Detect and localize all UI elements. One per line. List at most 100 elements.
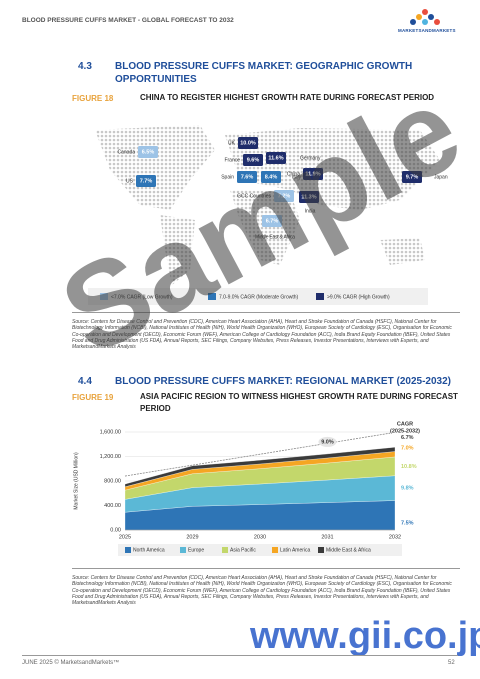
- legend-label: >9.0% CAGR (High Growth): [327, 294, 390, 300]
- divider: [72, 568, 460, 569]
- region-cagr: 6.7%: [266, 218, 279, 224]
- series-cagr: 10.8%: [401, 464, 417, 470]
- legend-label: North America: [133, 547, 165, 553]
- region-badge: [238, 137, 258, 149]
- region-badge: [303, 168, 323, 180]
- divider: [72, 312, 460, 313]
- continent: [95, 125, 215, 210]
- region-badge: [243, 154, 263, 166]
- region-name: UK: [228, 140, 236, 146]
- y-tick-label: 1,200.00: [100, 454, 121, 460]
- legend-swatch: [100, 293, 108, 300]
- region-name: Germany: [300, 155, 321, 161]
- trend-arrow: [124, 432, 391, 477]
- legend-swatch: [316, 293, 324, 300]
- source-note: Source: Centers for Disease Control and …: [72, 319, 452, 351]
- region-cagr: 7.7%: [140, 178, 153, 184]
- legend-swatch: [318, 547, 324, 553]
- region-badge: [274, 190, 294, 202]
- figure-label: FIGURE 18: [72, 94, 114, 103]
- source-note: Source: Centers for Disease Control and …: [72, 575, 452, 607]
- x-tick-label: 2025: [119, 534, 131, 540]
- region-name: US: [126, 178, 134, 184]
- logo-text: MARKETSANDMARKETS: [398, 28, 456, 33]
- section-number: 4.3: [78, 61, 92, 72]
- figure-title: ASIA PACIFIC REGION TO WITNESS HIGHEST G…: [140, 392, 458, 413]
- y-tick-label: 800.00: [104, 478, 121, 484]
- legend-box: [88, 288, 428, 305]
- site-watermark: www.gii.co.jp: [250, 615, 480, 657]
- legend-label: 7.0-9.0% CAGR (Moderate Growth): [219, 294, 299, 300]
- logo-icon: [410, 9, 440, 25]
- region-name: India: [305, 208, 316, 214]
- overall-cagr: 9.0%: [321, 439, 334, 445]
- region-cagr: 8.4%: [265, 174, 278, 180]
- x-tick-label: 2031: [321, 534, 333, 540]
- figure-title: CHINA TO REGISTER HIGHEST GROWTH RATE DU…: [140, 93, 435, 102]
- region-cagr: 6.5%: [142, 149, 155, 155]
- section-title: BLOOD PRESSURE CUFFS MARKET: REGIONAL MA…: [115, 376, 451, 387]
- area: [124, 447, 396, 488]
- region-name: Spain: [221, 174, 234, 180]
- region-badge: [237, 171, 257, 183]
- figure-label: FIGURE 19: [72, 393, 114, 402]
- region-name: GCC Countries: [237, 193, 271, 199]
- cagr-title: CAGR: [397, 421, 413, 427]
- region-cagr: 7.6%: [241, 174, 254, 180]
- legend-swatch: [125, 547, 131, 553]
- x-tick-label: 2030: [254, 534, 266, 540]
- legend-label: Europe: [188, 547, 204, 553]
- legend-swatch: [180, 547, 186, 553]
- region-cagr: 10.0%: [240, 140, 256, 146]
- region-cagr: 9.6%: [247, 157, 260, 163]
- region-name: Japan: [434, 174, 448, 180]
- legend-box: [118, 544, 402, 556]
- y-tick-label: 0.00: [110, 527, 121, 533]
- area-chart: 0.00 400.00 800.00 1,200.00 1,600.00 Market S…: [73, 421, 420, 556]
- page-number: 52: [448, 660, 455, 666]
- section-number: 4.4: [78, 376, 92, 387]
- region-badge: [138, 146, 158, 158]
- legend-label: Asia Pacific: [230, 547, 256, 553]
- x-tick-label: 2032: [389, 534, 401, 540]
- region-cagr: 11.3%: [301, 194, 316, 200]
- region-cagr: 11.9%: [305, 171, 320, 177]
- region-badge: [299, 191, 319, 203]
- legend-label: <7.0% CAGR (Low Growth): [111, 294, 173, 300]
- region-badge: [261, 171, 281, 183]
- cagr-title: (2025-2032): [390, 428, 420, 434]
- y-tick-label: 1,600.00: [100, 429, 121, 435]
- footer-text: JUNE 2025 © MarketsandMarkets™: [22, 660, 120, 666]
- region-badge: [266, 152, 286, 164]
- section-title: BLOOD PRESSURE CUFFS MARKET: GEOGRAPHIC …: [115, 61, 413, 85]
- x-tick-label: 2029: [186, 534, 198, 540]
- series-cagr: 7.0%: [401, 446, 414, 452]
- region-name: Canada: [117, 149, 135, 155]
- region-badge: [262, 215, 282, 227]
- region-name: Italy: [292, 174, 302, 180]
- legend-label: Latin America: [280, 547, 311, 553]
- header-title: BLOOD PRESSURE CUFFS MARKET - GLOBAL FOR…: [22, 17, 234, 24]
- map-figure: 6.5% Canada 7.7% US 10.0% UK 9.6% France 11.6% Ge…: [88, 125, 448, 305]
- continent: [380, 238, 425, 265]
- continent: [225, 128, 440, 210]
- region-name: China: [287, 171, 300, 177]
- y-tick-label: 400.00: [104, 503, 121, 509]
- legend-swatch: [208, 293, 216, 300]
- region-cagr: 11.6%: [268, 155, 283, 161]
- series-cagr: 7.5%: [401, 521, 414, 527]
- legend-swatch: [222, 547, 228, 553]
- continent: [160, 215, 195, 285]
- series-cagr: 6.7%: [401, 435, 414, 441]
- footer-rule: [22, 655, 458, 656]
- region-cagr: 9.7%: [406, 174, 419, 180]
- region-name: France: [224, 157, 240, 163]
- legend-label: Middle East & Africa: [326, 547, 371, 553]
- region-cagr: 7.2%: [278, 193, 291, 199]
- y-axis-label: Market Size (USD Million): [73, 452, 79, 510]
- series-cagr: 9.8%: [401, 486, 414, 492]
- region-name: Middle East & Africa: [255, 234, 295, 240]
- region-badge: [402, 171, 422, 183]
- region-badge: [136, 175, 156, 187]
